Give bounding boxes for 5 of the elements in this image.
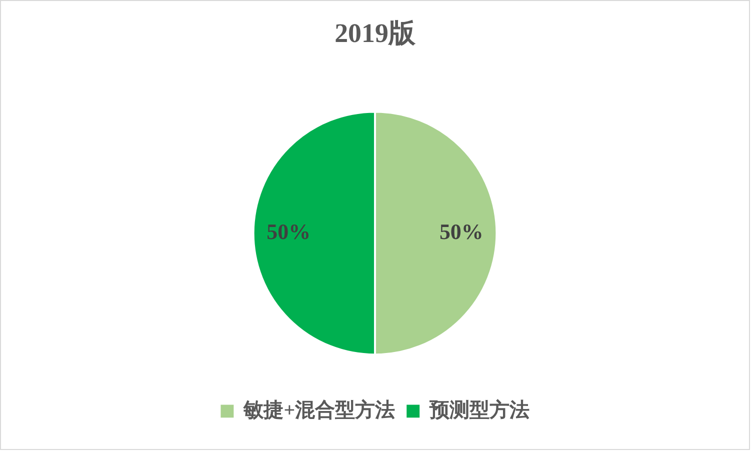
data-label: 50% [266,218,311,244]
legend-label: 预测型方法 [428,398,530,422]
chart-title: 2019版 [334,18,416,48]
data-label: 50% [439,218,484,244]
legend-label: 敏捷+混合型方法 [242,398,396,422]
